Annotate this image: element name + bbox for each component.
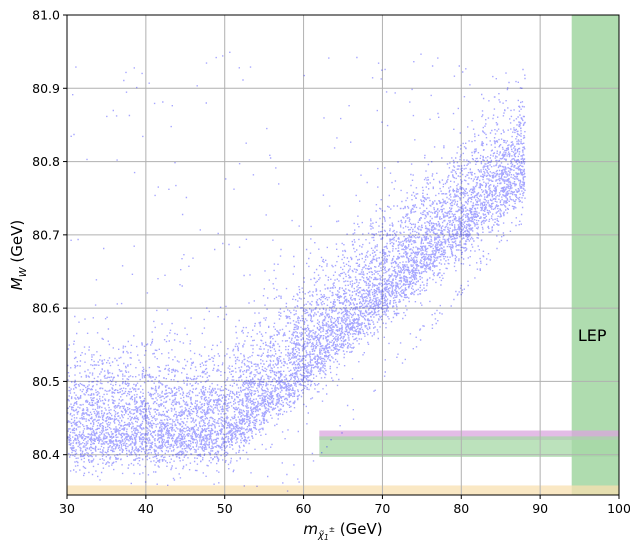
x-axis-label-symbol: m	[303, 520, 318, 538]
x-tick-label: 90	[532, 501, 548, 516]
x-tick-label: 60	[296, 501, 312, 516]
y-axis-label: MW (GeV)	[8, 220, 29, 290]
y-axis-label-unit: (GeV)	[8, 220, 26, 268]
y-tick-label: 80.7	[32, 227, 60, 242]
x-axis-label-superscript: ±	[329, 525, 335, 534]
y-tick-label: 80.8	[32, 154, 60, 169]
y-axis-label-subscript: W	[18, 266, 29, 277]
band-0	[571, 15, 619, 495]
shaded-bands	[67, 15, 619, 495]
y-axis-label-symbol: M	[8, 277, 26, 290]
axis-ticks: 30 40 50 60 70 80 90 100 80.4 80.5 80.6 80.7 80.8 80.…	[32, 8, 630, 517]
scatter-points	[67, 51, 526, 492]
y-tick-label: 81.0	[32, 8, 60, 23]
x-axis-label: mχ̃1± (GeV)	[303, 520, 382, 541]
annotation-lep: LEP	[578, 326, 607, 345]
x-tick-label: 40	[138, 501, 154, 516]
x-tick-label: 100	[607, 501, 630, 516]
x-tick-label: 30	[59, 501, 75, 516]
band-2	[319, 436, 619, 457]
x-tick-label: 70	[374, 501, 390, 516]
plot-frame	[66, 14, 620, 496]
x-tick-label: 50	[217, 501, 233, 516]
x-tick-label: 80	[453, 501, 469, 516]
point-cloud	[67, 51, 526, 492]
y-tick-label: 80.9	[32, 81, 60, 96]
band-3	[67, 485, 619, 495]
y-tick-label: 80.6	[32, 301, 60, 316]
x-axis-label-unit: (GeV)	[335, 520, 383, 538]
y-tick-label: 80.5	[32, 374, 60, 389]
x-axis-label-subsubscript: 1	[324, 533, 329, 541]
x-axis-label-subscript: χ̃	[317, 529, 325, 541]
band-1	[319, 430, 619, 441]
y-tick-label: 80.4	[32, 447, 60, 462]
